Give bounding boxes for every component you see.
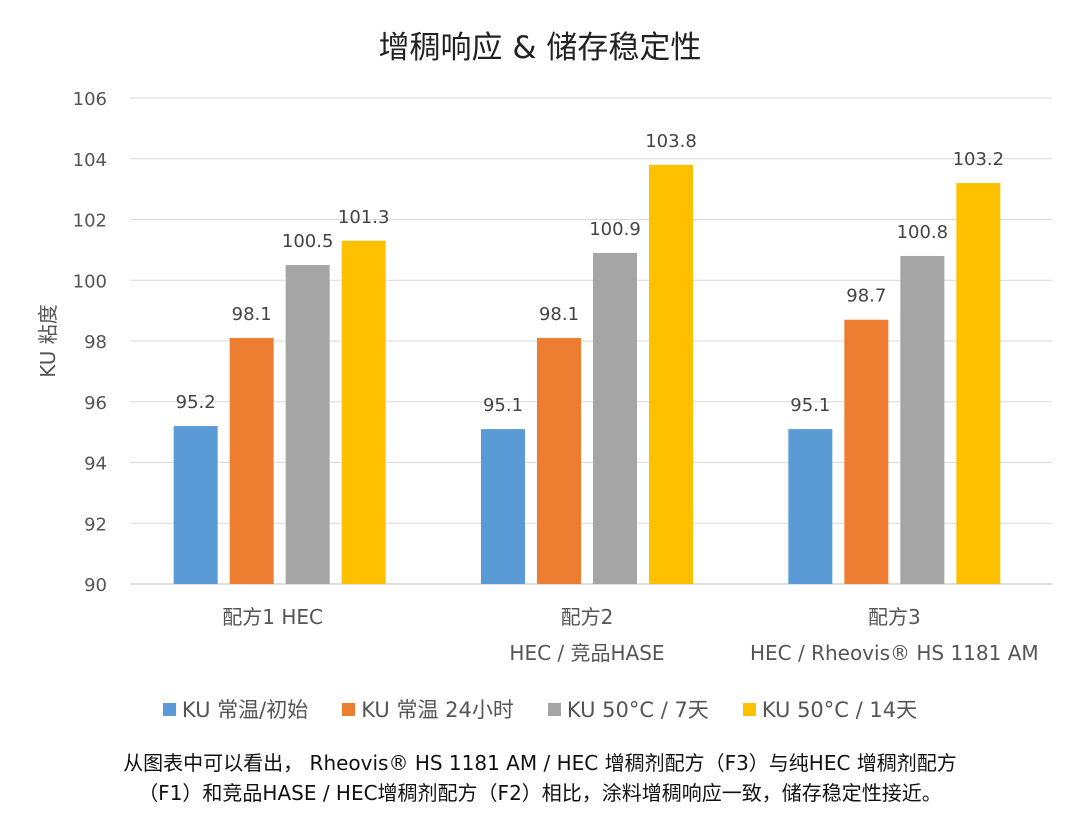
bar	[788, 429, 833, 584]
category-line-1: 配方3	[867, 605, 921, 629]
y-tick-label: 96	[84, 393, 107, 414]
y-tick-label: 98	[84, 332, 107, 353]
legend-item: KU 50°C / 7天	[547, 694, 709, 724]
caption-line-1: 从图表中可以看出， Rheovis® HS 1181 AM / HEC 增稠剂配…	[123, 751, 957, 775]
y-axis-label: KU 粘度	[36, 304, 60, 378]
y-tick-label: 92	[84, 514, 107, 535]
bar	[341, 240, 386, 584]
data-label: 100.8	[897, 222, 949, 243]
legend-label: KU 50°C / 14天	[761, 698, 918, 722]
legend-label: KU 50°C / 7天	[566, 698, 709, 722]
legend-label: KU 常温/初始	[181, 698, 309, 722]
data-label: 95.2	[176, 392, 216, 413]
bar	[285, 265, 330, 584]
chart-title: 增稠响应 & 储存稳定性	[378, 30, 702, 66]
bar	[481, 429, 525, 584]
y-tick-label: 104	[73, 150, 107, 171]
legend-swatch	[342, 702, 356, 716]
data-label: 103.8	[645, 131, 697, 152]
y-tick-label: 100	[73, 271, 107, 292]
data-label: 103.2	[953, 149, 1005, 170]
data-label: 98.1	[539, 304, 579, 325]
legend-item: KU 常温 24小时	[342, 694, 514, 724]
x-category-label: 配方1 HEC	[113, 599, 433, 635]
caption: 从图表中可以看出， Rheovis® HS 1181 AM / HEC 增稠剂配…	[0, 748, 1080, 808]
legend-swatch	[162, 702, 176, 716]
data-label: 100.5	[282, 231, 334, 252]
data-label: 98.1	[232, 304, 272, 325]
bar	[956, 183, 1001, 585]
legend-item: KU 常温/初始	[162, 694, 309, 724]
data-label: 100.9	[589, 219, 641, 240]
x-category-label: 配方3 HEC / Rheovis® HS 1181 AM	[734, 599, 1054, 671]
bar	[900, 255, 945, 584]
data-label: 95.1	[483, 395, 523, 416]
legend-swatch	[742, 702, 756, 716]
legend: KU 常温/初始 KU 常温 24小时 KU 50°C / 7天 KU 50°C / …	[0, 694, 1080, 724]
legend-swatch	[547, 702, 561, 716]
bar	[649, 164, 693, 584]
x-category-label: 配方2 HEC / 竞品HASE	[427, 599, 747, 671]
caption-line-2: （F1）和竞品HASE / HEC增稠剂配方（F2）相比，涂料增稠响应一致，储存…	[138, 781, 942, 805]
data-label: 98.7	[846, 286, 886, 307]
data-label: 95.1	[790, 395, 830, 416]
data-label: 101.3	[338, 207, 390, 228]
y-tick-label: 106	[73, 89, 107, 110]
bar	[173, 426, 218, 584]
category-line-2: HEC / 竞品HASE	[509, 641, 665, 665]
category-line-2: HEC / Rheovis® HS 1181 AM	[749, 641, 1039, 665]
category-line-1: 配方1 HEC	[222, 605, 324, 629]
bar	[593, 252, 637, 584]
legend-label: KU 常温 24小时	[361, 698, 514, 722]
y-tick-label: 90	[84, 575, 107, 596]
category-line-1: 配方2	[560, 605, 614, 629]
bar	[537, 337, 581, 584]
legend-item: KU 50°C / 14天	[742, 694, 918, 724]
y-tick-label: 94	[84, 454, 107, 475]
bar	[229, 337, 274, 584]
bar	[844, 319, 889, 584]
y-tick-label: 102	[73, 211, 107, 232]
